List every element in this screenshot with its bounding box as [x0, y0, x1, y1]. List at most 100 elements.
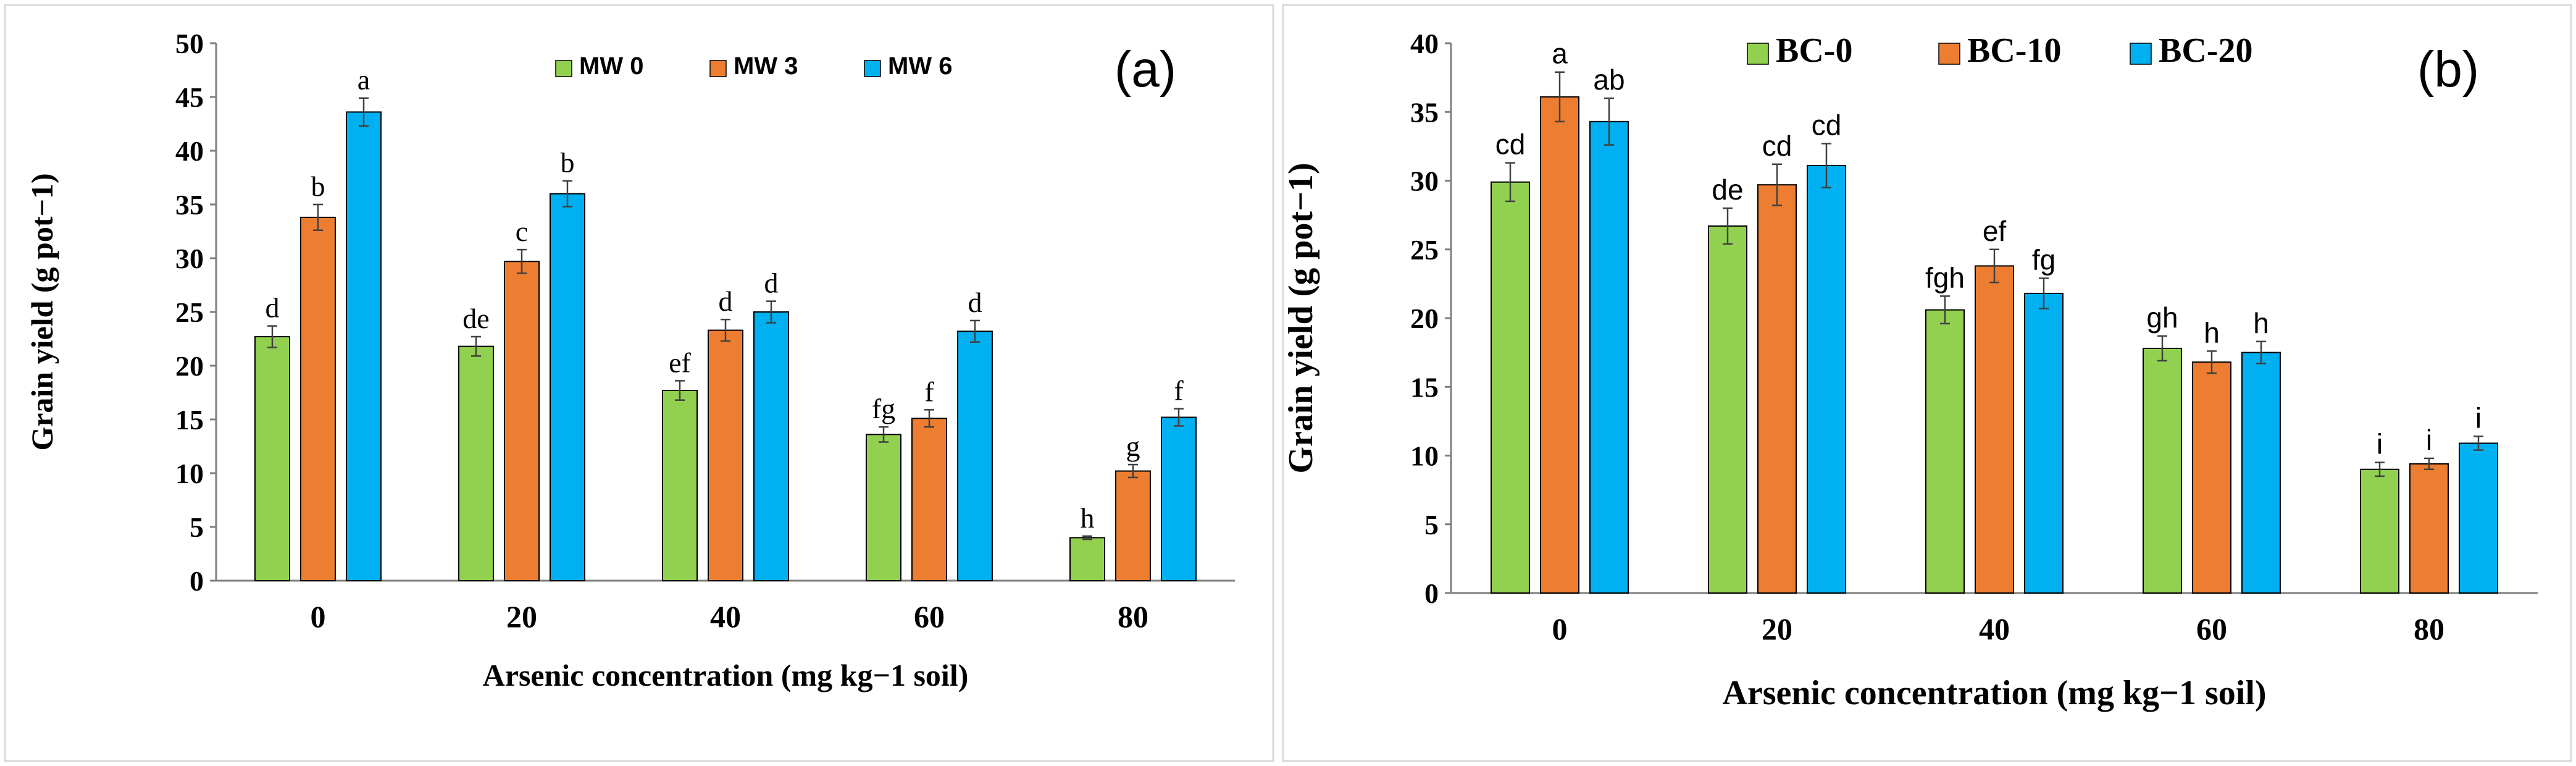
bar — [1708, 225, 1747, 594]
significance-letter: i — [2426, 424, 2432, 456]
bar — [1115, 470, 1151, 582]
y-tick-label: 20 — [1410, 303, 1439, 334]
y-tick-label: 45 — [175, 82, 204, 113]
y-tick-label: 50 — [175, 28, 204, 59]
y-tick-label: 10 — [175, 458, 204, 489]
bar — [1491, 181, 1530, 594]
x-axis-title: Arsenic concentration (mg kg−1 soil) — [1722, 674, 2266, 712]
significance-letter: cd — [1812, 109, 1842, 141]
legend-label: BC-20 — [2159, 32, 2252, 70]
significance-letter: ef — [1983, 215, 2007, 247]
y-axis-title: Grain yield (g pot−1) — [25, 173, 59, 450]
significance-letter: fg — [872, 393, 895, 424]
bar — [254, 336, 290, 582]
bar — [2024, 292, 2064, 594]
bar — [1757, 184, 1797, 594]
bar — [662, 390, 698, 582]
legend-label: MW 6 — [888, 53, 952, 80]
chart-panel-a: 0 5 10 15 20 25 30 35 40 45 50 0 d b a 20 de c b 40 ef d d 60 fg… — [0, 0, 1278, 766]
legend-swatch — [555, 60, 572, 77]
legend-swatch — [1938, 43, 1960, 65]
significance-letter: fgh — [1925, 261, 1965, 293]
significance-letter: de — [1712, 174, 1743, 206]
bar — [1069, 537, 1105, 582]
chart-panel-b: 0 5 10 15 20 25 30 35 40 0 cd a ab 20 de cd cd 40 fgh ef fg 6… — [1278, 0, 2576, 766]
significance-letter: d — [719, 285, 733, 317]
significance-letter: d — [764, 267, 779, 299]
significance-letter: g — [1126, 431, 1140, 462]
y-tick-label: 35 — [175, 189, 204, 221]
panel-label: (b) — [2417, 41, 2479, 98]
significance-letter: i — [2475, 402, 2482, 434]
y-tick-label: 25 — [1410, 234, 1439, 266]
significance-letter: h — [1081, 502, 1095, 534]
significance-letter: a — [1552, 38, 1568, 70]
x-tick-label: 60 — [2196, 612, 2227, 646]
panel-label: (a) — [1114, 41, 1176, 98]
legend-label: BC-0 — [1776, 32, 1852, 70]
x-tick-label: 0 — [311, 599, 326, 634]
chart-b-svg: 05101520253035400cdaab20decdcd40fgheffg6… — [1282, 4, 2572, 762]
bar — [2459, 442, 2498, 594]
bar — [2241, 351, 2281, 594]
significance-letter: ef — [669, 347, 691, 378]
significance-letter: i — [2377, 428, 2383, 460]
bar — [2143, 347, 2182, 594]
significance-letter: c — [516, 216, 528, 247]
bar — [708, 329, 743, 582]
legend-label: MW 0 — [579, 53, 643, 80]
legend-swatch — [709, 60, 727, 77]
bar — [1540, 96, 1579, 594]
significance-letter: fg — [2032, 243, 2055, 276]
bar — [1807, 165, 1846, 594]
x-tick-label: 80 — [2414, 612, 2444, 646]
bar — [866, 434, 901, 581]
bar — [2192, 361, 2231, 594]
legend-swatch — [2130, 43, 2152, 65]
significance-letter: h — [2253, 307, 2269, 339]
significance-letter: f — [924, 376, 934, 407]
significance-letter: b — [311, 170, 325, 202]
y-tick-label: 15 — [175, 404, 204, 436]
y-axis-title: Grain yield (g pot−1) — [1282, 162, 1320, 473]
x-tick-label: 80 — [1118, 599, 1148, 634]
significance-letter: cd — [1495, 128, 1526, 161]
bar — [504, 261, 540, 582]
significance-letter: d — [266, 292, 280, 324]
bar — [1975, 265, 2014, 594]
bar — [1925, 309, 1965, 594]
y-tick-label: 40 — [1410, 28, 1439, 59]
significance-letter: de — [462, 303, 489, 334]
y-tick-label: 0 — [1424, 578, 1439, 609]
x-axis-title: Arsenic concentration (mg kg−1 soil) — [483, 658, 969, 692]
y-tick-label: 40 — [175, 135, 204, 167]
significance-letter: f — [1174, 375, 1184, 406]
x-tick-label: 40 — [1979, 612, 2010, 646]
bar — [458, 345, 494, 581]
y-tick-label: 30 — [1410, 166, 1439, 197]
y-tick-label: 10 — [1410, 440, 1439, 472]
significance-letter: ab — [1593, 64, 1625, 96]
x-tick-label: 20 — [1762, 612, 1792, 646]
bar — [911, 418, 947, 581]
significance-letter: d — [968, 287, 982, 318]
chart-a-svg: 051015202530354045500dba20decb40efdd60fg… — [4, 4, 1274, 762]
y-tick-label: 5 — [1424, 509, 1439, 541]
x-tick-label: 60 — [914, 599, 945, 634]
y-tick-label: 5 — [190, 511, 204, 543]
legend-label: MW 3 — [734, 53, 798, 80]
x-tick-label: 40 — [710, 599, 741, 634]
y-tick-label: 25 — [175, 297, 204, 328]
bar — [300, 216, 336, 581]
legend-label: BC-10 — [1967, 32, 2061, 70]
x-tick-label: 0 — [1552, 612, 1568, 646]
bar — [550, 193, 585, 582]
bar — [1161, 416, 1197, 582]
bar — [2409, 463, 2449, 594]
bar — [1589, 120, 1629, 594]
legend-swatch — [864, 60, 881, 77]
y-tick-label: 35 — [1410, 96, 1439, 128]
bar — [753, 311, 789, 581]
bar — [957, 330, 993, 581]
y-tick-label: 15 — [1410, 371, 1439, 403]
